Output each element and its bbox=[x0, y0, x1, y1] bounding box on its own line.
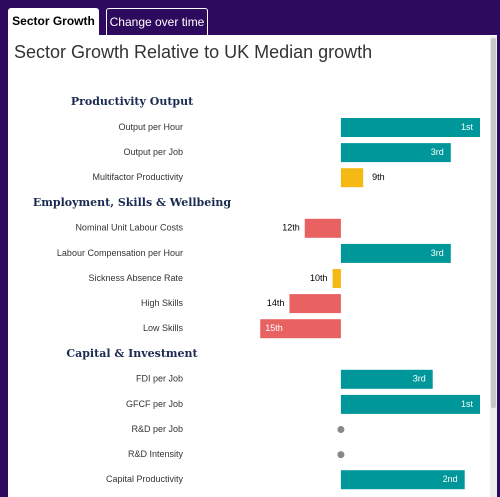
rank-label: 15th bbox=[265, 323, 283, 333]
rank-label: 14th bbox=[267, 298, 285, 308]
row-label: FDI per Job bbox=[136, 374, 183, 384]
rank-label: 1st bbox=[461, 399, 474, 409]
chart-title: Sector Growth Relative to UK Median grow… bbox=[14, 42, 372, 62]
bar bbox=[304, 218, 341, 238]
bar bbox=[340, 394, 480, 414]
row-label: Low Skills bbox=[143, 323, 184, 333]
rank-label: 9th bbox=[372, 172, 385, 182]
rank-label: 12th bbox=[282, 223, 300, 233]
row-label: Capital Productivity bbox=[106, 474, 184, 484]
rank-label: 10th bbox=[310, 273, 328, 283]
row-label: Multifactor Productivity bbox=[92, 172, 183, 182]
section-title: Capital & Investment bbox=[66, 347, 198, 360]
row-label: R&D per Job bbox=[131, 424, 183, 434]
row-label: Output per Hour bbox=[118, 122, 183, 132]
section-title: Productivity Output bbox=[71, 95, 194, 108]
panel bbox=[8, 35, 497, 497]
bar bbox=[340, 118, 480, 137]
bar bbox=[340, 243, 451, 263]
row-label: Output per Job bbox=[123, 147, 183, 157]
bar bbox=[289, 294, 341, 314]
bar bbox=[340, 470, 465, 490]
row-label: R&D Intensity bbox=[128, 449, 184, 459]
no-data-dot bbox=[337, 451, 345, 459]
row-label: Nominal Unit Labour Costs bbox=[75, 223, 183, 233]
tab[interactable]: Sector Growth bbox=[8, 8, 99, 35]
rank-label: 3rd bbox=[431, 248, 444, 258]
bar bbox=[332, 269, 341, 288]
tab[interactable]: Change over time bbox=[106, 8, 208, 35]
section-title: Employment, Skills & Wellbeing bbox=[33, 196, 232, 209]
bar bbox=[260, 319, 341, 339]
scroll-thumb[interactable] bbox=[491, 38, 496, 408]
rank-label: 2nd bbox=[443, 474, 458, 484]
rank-label: 3rd bbox=[431, 147, 444, 157]
no-data-dot bbox=[337, 426, 345, 433]
bar bbox=[340, 168, 364, 188]
rank-label: 1st bbox=[461, 122, 474, 132]
row-label: Labour Compensation per Hour bbox=[57, 248, 183, 258]
bar bbox=[340, 369, 433, 389]
bar bbox=[340, 143, 451, 163]
row-label: Sickness Absence Rate bbox=[88, 273, 183, 283]
rank-label: 3rd bbox=[413, 374, 426, 384]
row-label: GFCF per Job bbox=[126, 399, 183, 409]
row-label: High Skills bbox=[141, 298, 184, 308]
